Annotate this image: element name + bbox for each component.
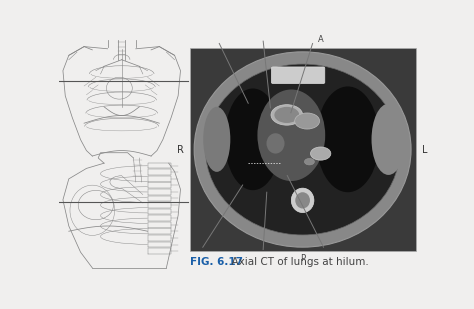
Ellipse shape xyxy=(266,133,284,154)
Ellipse shape xyxy=(257,90,325,181)
Text: P: P xyxy=(300,254,305,263)
Ellipse shape xyxy=(295,192,310,209)
Text: R: R xyxy=(177,145,184,154)
Circle shape xyxy=(271,105,302,125)
Ellipse shape xyxy=(203,107,230,172)
FancyBboxPatch shape xyxy=(272,67,325,83)
Text: L: L xyxy=(422,145,428,154)
Bar xyxy=(190,48,416,251)
Ellipse shape xyxy=(292,188,314,213)
Ellipse shape xyxy=(316,87,379,192)
Ellipse shape xyxy=(225,88,281,190)
Circle shape xyxy=(295,113,319,129)
Text: Axial CT of lungs at hilum.: Axial CT of lungs at hilum. xyxy=(225,257,368,267)
Ellipse shape xyxy=(372,104,405,175)
Circle shape xyxy=(310,147,331,160)
Text: A: A xyxy=(318,35,324,44)
Circle shape xyxy=(274,107,299,123)
Ellipse shape xyxy=(194,52,411,247)
Ellipse shape xyxy=(205,64,400,235)
Circle shape xyxy=(304,159,314,165)
Text: FIG. 6.17: FIG. 6.17 xyxy=(190,257,243,267)
